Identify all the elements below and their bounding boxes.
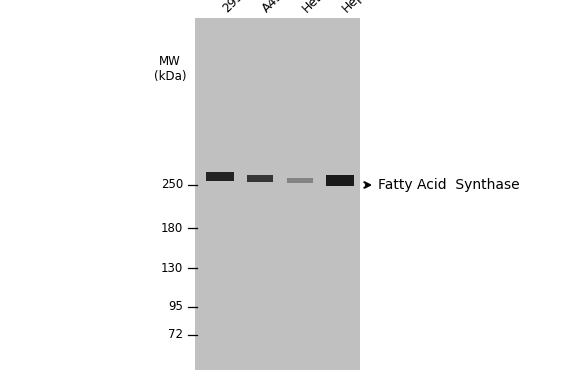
Text: MW
(kDa): MW (kDa) [154,55,186,83]
Text: HepG2: HepG2 [340,0,379,15]
Bar [247,175,273,181]
Bar [206,172,234,181]
Bar [326,175,354,186]
Text: HeLa: HeLa [300,0,332,15]
Text: Fatty Acid  Synthase: Fatty Acid Synthase [378,178,520,192]
Text: A431: A431 [260,0,292,15]
Text: 250: 250 [161,178,183,192]
Text: 180: 180 [161,222,183,234]
Text: 130: 130 [161,262,183,274]
Bar [287,178,313,183]
Bar [195,18,360,370]
Text: 293T: 293T [220,0,251,15]
Text: 95: 95 [168,301,183,313]
Text: 72: 72 [168,328,183,341]
